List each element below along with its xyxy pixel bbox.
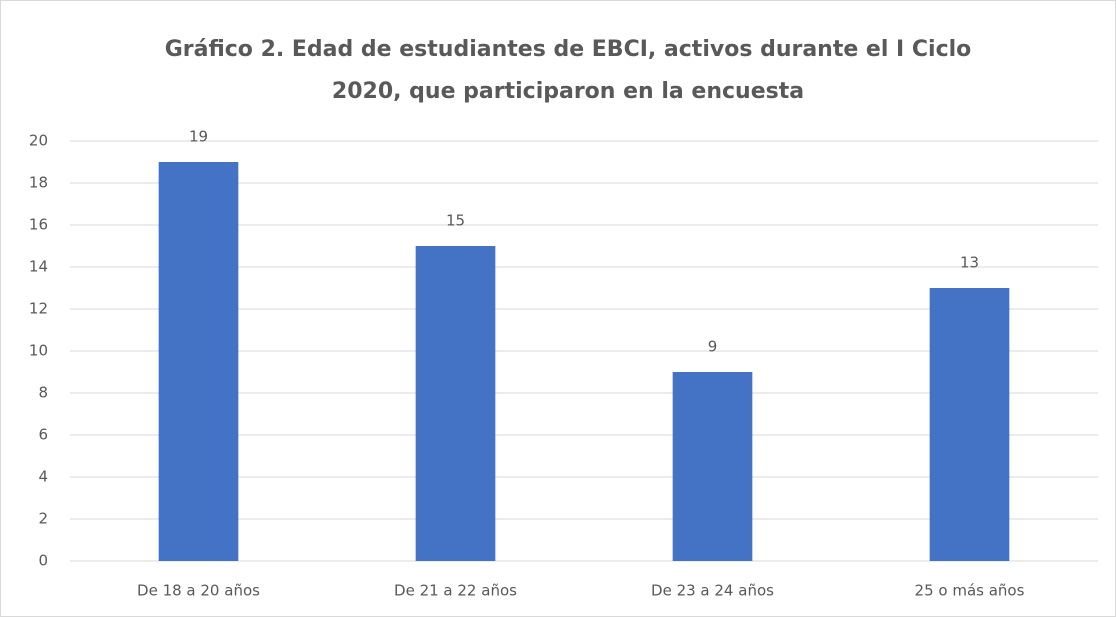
x-tick-label: De 23 a 24 años: [651, 582, 774, 600]
data-label: 19: [189, 128, 208, 146]
y-tick-label: 10: [29, 342, 48, 360]
data-label: 15: [446, 212, 465, 230]
y-tick-label: 8: [38, 384, 48, 402]
bar: [672, 372, 753, 561]
y-tick-label: 18: [29, 174, 48, 192]
bar: [929, 288, 1010, 561]
data-label: 9: [708, 338, 718, 356]
bar: [158, 162, 239, 561]
data-label: 13: [960, 254, 979, 272]
y-tick-label: 4: [38, 468, 48, 486]
y-tick-label: 2: [38, 510, 48, 528]
x-tick-label: De 18 a 20 años: [137, 582, 260, 600]
y-tick-label: 12: [29, 300, 48, 318]
y-tick-label: 16: [29, 216, 48, 234]
y-tick-label: 20: [29, 132, 48, 150]
y-tick-label: 14: [29, 258, 48, 276]
y-tick-label: 6: [38, 426, 48, 444]
chart-title: Gráfico 2. Edad de estudiantes de EBCI, …: [165, 37, 972, 62]
x-tick-label: 25 o más años: [915, 582, 1025, 600]
chart-title: 2020, que participaron en la encuesta: [332, 79, 804, 104]
x-tick-label: De 21 a 22 años: [394, 582, 517, 600]
bar: [415, 246, 496, 561]
y-tick-label: 0: [38, 552, 48, 570]
